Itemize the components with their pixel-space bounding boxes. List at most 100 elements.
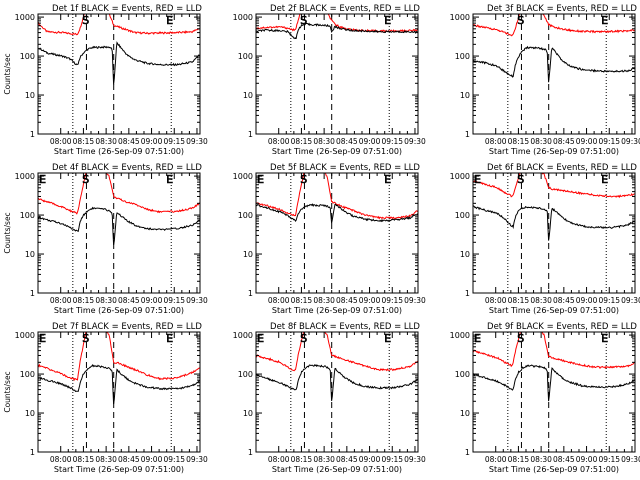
marker-label-e: E [39,173,46,186]
chart-panel-5: 1 10 100 1000 08:00 08:15 08:30 08:45 09:00 09:15… [233,163,426,315]
series-line-red-lld [256,173,418,220]
series-line-red-lld [473,332,635,369]
plot-frame [472,331,636,453]
marker-label-e: E [384,14,391,27]
x-axis-label: Start Time (26-Sep-09 07:51:00) [489,147,619,156]
x-tick-label: 09:15 [163,455,185,464]
y-tick-label: 100 [455,52,470,61]
x-tick-label: 08:15 [73,455,95,464]
chart-title: Det 2f BLACK = Events, RED = LLD [270,4,420,14]
series-line-black-events [256,22,418,40]
series-line-red-lld [473,173,635,199]
x-tick-label: 08:30 [530,137,552,146]
x-tick-label: 09:30 [621,137,640,146]
x-tick-label: 08:30 [95,296,117,305]
x-axis-label: Start Time (26-Sep-09 07:51:00) [272,147,402,156]
x-tick-label: 09:15 [598,296,620,305]
x-tick-label: 09:30 [621,455,640,464]
x-tick-label: 08:00 [485,296,507,305]
x-tick-label: 08:15 [73,296,95,305]
x-tick-label: 09:00 [141,296,163,305]
marker-label-e: E [601,173,608,186]
x-tick-label: 09:00 [576,455,598,464]
y-tick-label: 100 [455,211,470,220]
plot-frame [37,13,201,135]
marker-label-e: E [257,173,264,186]
chart-title: Det 6f BLACK = Events, RED = LLD [487,163,637,173]
series-line-red-lld [473,14,635,37]
x-axis-label: Start Time (26-Sep-09 07:51:00) [54,465,184,474]
chart-title: Det 7f BLACK = Events, RED = LLD [52,322,202,332]
y-tick-label: 100 [20,211,35,220]
x-tick-label: 08:45 [336,296,358,305]
y-tick-label: 1000 [450,13,470,22]
x-tick-label: 08:15 [291,137,313,146]
y-tick-label: 100 [238,370,253,379]
x-tick-label: 09:30 [186,455,208,464]
y-tick-label: 1 [248,448,253,457]
chart-panel-4: 1 10 100 1000 08:00 08:15 08:30 08:45 09:00 09:15… [3,163,208,315]
marker-label-e: E [384,332,391,345]
x-tick-label: 09:30 [621,296,640,305]
x-tick-label: 08:30 [95,455,117,464]
x-tick-label: 08:30 [95,137,117,146]
marker-label-e: E [601,332,608,345]
x-tick-label: 09:30 [404,455,426,464]
x-tick-label: 08:45 [118,455,140,464]
series-line-black-events [256,364,418,401]
x-axis-label: Start Time (26-Sep-09 07:51:00) [489,306,619,315]
marker-label-s: S [517,173,524,186]
plot-frame [255,331,419,453]
series-line-red-lld [38,14,200,36]
chart-title: Det 9f BLACK = Events, RED = LLD [487,322,637,332]
y-axis-label: Counts/sec [3,212,12,253]
chart-title: Det 1f BLACK = Events, RED = LLD [52,4,202,14]
x-axis-label: Start Time (26-Sep-09 07:51:00) [489,465,619,474]
chart-panel-2: 1 10 100 1000 08:00 08:15 08:30 08:45 09:00 09:15… [233,4,426,156]
y-tick-label: 1 [30,448,35,457]
x-tick-label: 08:00 [485,137,507,146]
x-tick-label: 08:00 [268,296,290,305]
y-tick-label: 100 [455,370,470,379]
y-tick-label: 10 [460,409,470,418]
marker-label-e: E [166,14,173,27]
y-tick-label: 1000 [450,172,470,181]
x-tick-label: 08:45 [336,137,358,146]
y-tick-label: 1000 [233,331,253,340]
marker-label-s: S [82,332,89,345]
y-tick-label: 1 [248,130,253,139]
marker-label-e: E [384,173,391,186]
plot-frame [255,172,419,294]
chart-panel-1: 1 10 100 1000 08:00 08:15 08:30 08:45 09:00 09:15… [3,4,208,156]
y-tick-label: 10 [25,91,35,100]
marker-label-s: S [517,14,524,27]
x-tick-label: 09:30 [186,137,208,146]
y-tick-label: 100 [20,52,35,61]
marker-label-s: S [82,14,89,27]
y-tick-label: 1 [465,448,470,457]
marker-label-e: E [166,332,173,345]
x-tick-label: 08:30 [530,455,552,464]
chart-title: Det 8f BLACK = Events, RED = LLD [270,322,420,332]
x-tick-label: 08:30 [313,455,335,464]
y-tick-label: 100 [238,52,253,61]
chart-panel-9: 1 10 100 1000 08:00 08:15 08:30 08:45 09:00 09:15… [450,322,640,474]
x-tick-label: 08:45 [336,455,358,464]
y-tick-label: 1000 [450,331,470,340]
y-tick-label: 10 [243,409,253,418]
chart-title: Det 5f BLACK = Events, RED = LLD [270,163,420,173]
series-line-red-lld [256,332,418,372]
x-tick-label: 08:00 [50,137,72,146]
x-tick-label: 08:15 [508,137,530,146]
x-tick-label: 08:00 [50,296,72,305]
y-tick-label: 10 [243,91,253,100]
x-tick-label: 09:00 [141,455,163,464]
y-tick-label: 1 [30,289,35,298]
y-tick-label: 10 [25,409,35,418]
series-line-black-events [38,206,200,245]
plot-frame [37,331,201,453]
x-tick-label: 08:00 [485,455,507,464]
chart-panel-8: 1 10 100 1000 08:00 08:15 08:30 08:45 09:00 09:15… [233,322,426,474]
plot-frame [255,13,419,135]
x-tick-label: 08:15 [291,296,313,305]
